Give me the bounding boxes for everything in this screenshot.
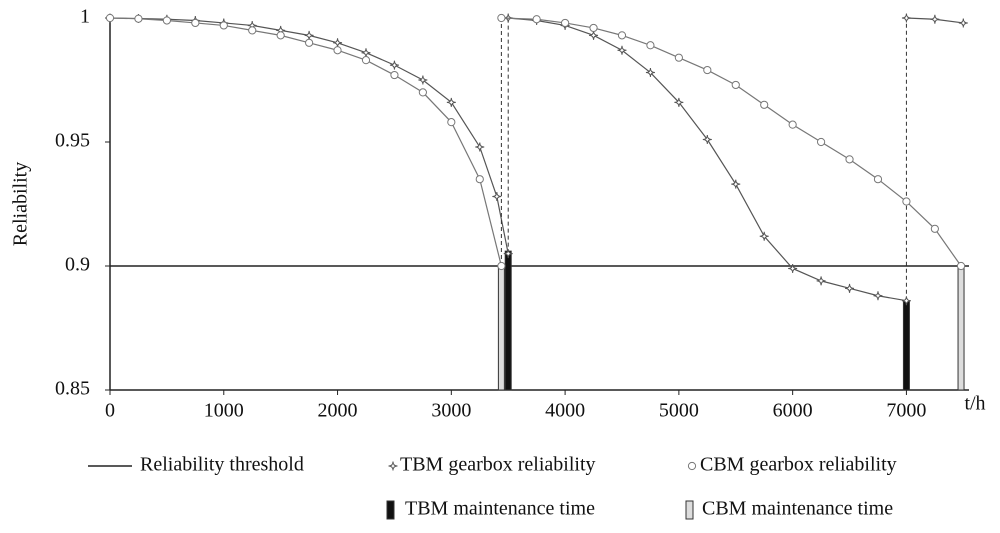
x-axis-label: t/h [964, 393, 985, 415]
marker-circle [134, 14, 143, 23]
x-tick-label: 0 [105, 400, 115, 422]
marker-star [492, 192, 502, 202]
marker-circle [646, 41, 655, 50]
marker-star [702, 134, 712, 145]
y-tick-label: 0.9 [65, 254, 90, 276]
marker-star [788, 263, 798, 274]
x-tick-label: 3000 [431, 400, 471, 422]
legend-label: CBM maintenance time [702, 498, 893, 520]
marker-circle [788, 120, 797, 129]
x-tick-label: 4000 [545, 400, 585, 422]
marker-circle [956, 261, 966, 271]
x-tick-label: 7000 [886, 400, 926, 422]
marker-circle [276, 31, 285, 40]
marker-star [901, 13, 911, 23]
legend-label: CBM gearbox reliability [700, 454, 897, 476]
x-tick-label: 1000 [204, 400, 244, 422]
marker-circle [105, 13, 115, 23]
legend-label: TBM gearbox reliability [400, 454, 596, 476]
marker-star [958, 18, 968, 28]
marker-circle [162, 16, 171, 25]
series-line [109, 17, 962, 267]
legend-label: TBM maintenance time [405, 498, 595, 520]
series-line [109, 17, 964, 302]
marker-star [475, 142, 485, 152]
marker-circle [418, 88, 427, 97]
marker-star [503, 249, 513, 259]
y-tick-label: 0.85 [55, 378, 90, 400]
legend-swatch [386, 500, 395, 520]
marker-star [361, 48, 371, 58]
marker-circle [674, 53, 683, 62]
marker-circle [305, 38, 314, 47]
maintenance-bar [902, 300, 910, 391]
marker-star [589, 30, 599, 40]
y-tick-label: 1 [80, 6, 90, 28]
marker-circle [930, 224, 939, 233]
marker-circle [873, 175, 883, 184]
marker-circle [816, 137, 826, 147]
marker-circle [617, 31, 627, 40]
marker-circle [731, 80, 740, 90]
marker-star [759, 231, 769, 241]
marker-circle [497, 13, 506, 23]
marker-star [304, 30, 314, 40]
y-axis-label: Reliability [10, 162, 32, 246]
marker-circle [191, 18, 200, 28]
marker-star [845, 283, 855, 293]
maintenance-bar [504, 250, 512, 391]
marker-circle [361, 56, 371, 65]
x-tick-label: 2000 [318, 400, 358, 422]
marker-circle [475, 175, 484, 184]
marker-star [645, 68, 655, 78]
marker-circle [845, 155, 854, 164]
marker-circle [219, 21, 228, 30]
marker-star [389, 60, 399, 70]
marker-circle [703, 65, 712, 75]
marker-star [617, 45, 627, 55]
marker-star [418, 75, 428, 85]
marker-star [388, 461, 398, 471]
marker-circle [333, 46, 342, 55]
marker-circle [560, 18, 570, 28]
marker-star [731, 179, 741, 189]
marker-star [873, 291, 883, 301]
marker-star [930, 14, 940, 24]
x-tick-label: 5000 [659, 400, 699, 422]
maintenance-bar [957, 265, 965, 391]
marker-circle [248, 26, 257, 35]
marker-circle [760, 100, 769, 109]
marker-star [816, 276, 826, 286]
marker-star [901, 296, 911, 306]
x-tick-label: 6000 [773, 400, 813, 422]
marker-star [333, 38, 343, 48]
marker-circle [687, 461, 697, 471]
marker-circle [589, 23, 598, 33]
marker-circle [390, 70, 399, 80]
marker-star [446, 97, 456, 107]
maintenance-bar [497, 265, 505, 391]
y-tick-label: 0.95 [55, 130, 90, 152]
marker-circle [902, 197, 911, 206]
marker-circle [497, 261, 506, 271]
marker-star [674, 97, 684, 107]
marker-circle [532, 15, 541, 24]
marker-circle [447, 118, 456, 127]
legend-label: Reliability threshold [140, 454, 304, 476]
legend-swatch [685, 500, 694, 520]
